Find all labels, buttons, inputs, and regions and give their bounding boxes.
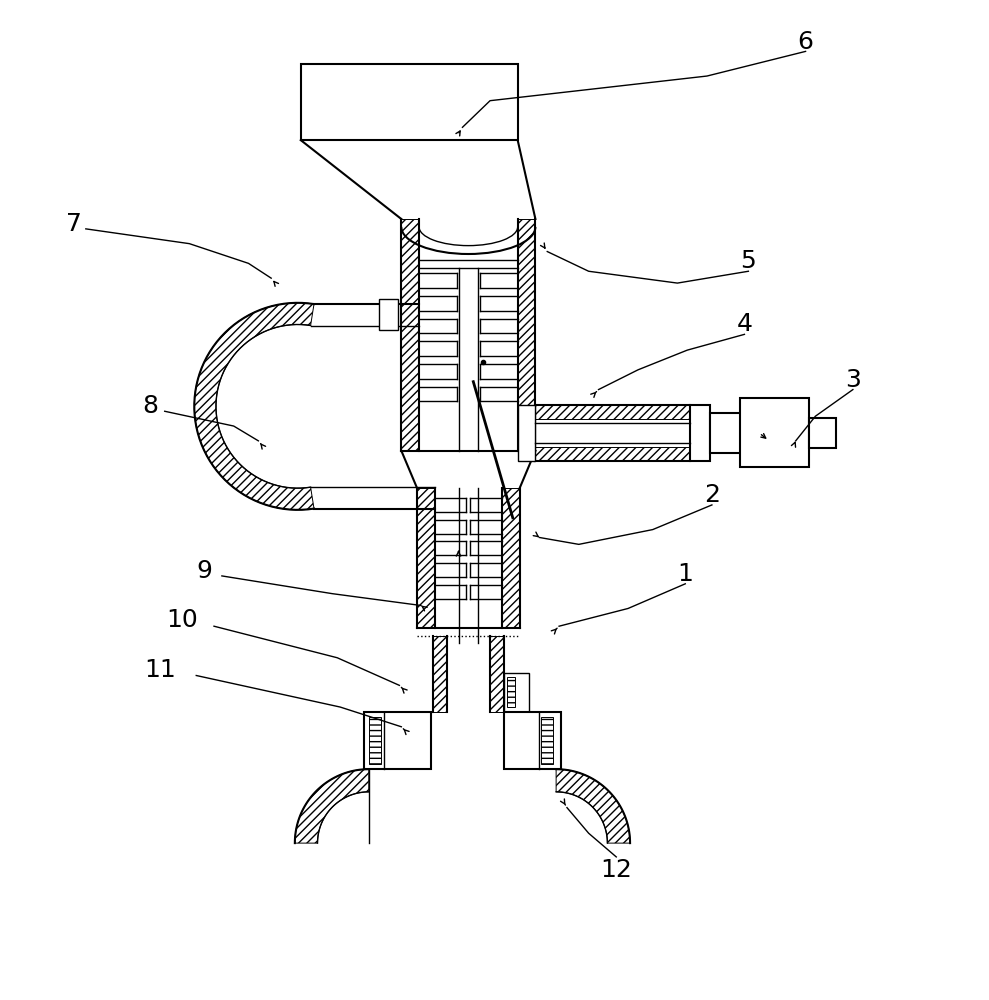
Text: 6: 6 (797, 30, 814, 54)
Text: 1: 1 (677, 562, 693, 586)
Bar (402, 219, 419, 451)
Bar (517, 405, 535, 461)
Polygon shape (556, 769, 630, 843)
Text: 11: 11 (143, 658, 176, 682)
Bar (364, 712, 431, 769)
Bar (379, 299, 399, 330)
Bar (417, 488, 435, 628)
Bar (301, 64, 517, 140)
Bar (503, 712, 561, 769)
Polygon shape (194, 303, 314, 510)
Bar (517, 451, 535, 461)
Bar (433, 636, 447, 712)
Bar (535, 405, 690, 419)
Bar (710, 413, 745, 453)
Bar (491, 636, 503, 712)
Text: 5: 5 (741, 249, 757, 273)
Bar (501, 488, 519, 628)
Bar (369, 717, 381, 764)
Text: 10: 10 (166, 608, 199, 632)
Text: 3: 3 (845, 368, 860, 392)
Bar (740, 398, 809, 467)
Bar (517, 219, 535, 451)
Bar (535, 447, 690, 461)
Text: 4: 4 (737, 312, 753, 336)
Bar (541, 717, 553, 764)
Bar (690, 405, 710, 461)
Bar (809, 418, 836, 448)
Polygon shape (295, 769, 369, 843)
Text: 12: 12 (600, 858, 632, 882)
Bar (517, 405, 535, 415)
Text: 2: 2 (704, 483, 720, 507)
Text: 7: 7 (66, 212, 82, 236)
Bar (503, 673, 528, 712)
Text: 8: 8 (141, 394, 158, 418)
Text: 9: 9 (196, 559, 212, 583)
Bar (506, 677, 514, 707)
